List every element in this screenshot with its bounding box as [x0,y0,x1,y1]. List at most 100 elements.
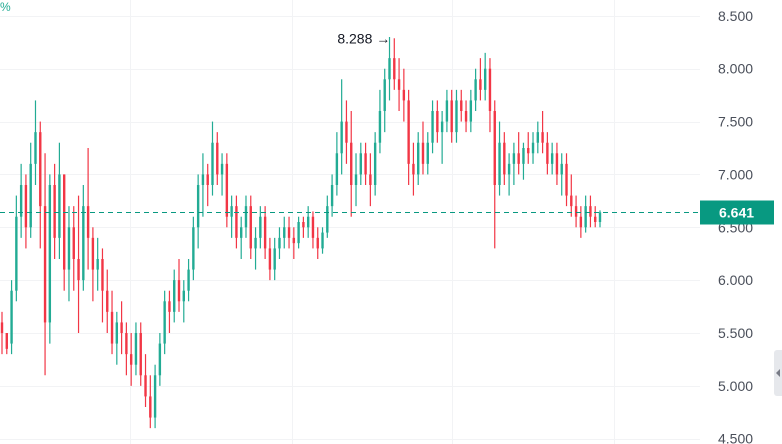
candle [67,206,71,302]
candle [292,227,296,259]
candle [417,132,420,185]
candle [129,333,133,386]
candle [235,195,238,249]
candle [96,237,99,291]
candle [182,280,185,323]
candle [560,153,563,196]
candle [517,132,520,175]
candle [350,111,353,217]
candle [5,333,8,355]
candle [460,89,463,122]
candle [565,153,568,207]
candle [139,322,142,386]
candle-layer [0,37,602,429]
candle [354,153,358,207]
candle [273,237,276,281]
candle [388,37,391,101]
candle [335,132,339,196]
y-tick-label: 4.500 [718,431,753,444]
candle [220,153,224,196]
candle [527,132,530,164]
y-tick-label: 5.000 [718,378,753,394]
candle [369,153,372,207]
candle [340,79,343,175]
candle [311,211,315,249]
candle [570,174,573,217]
candle [321,227,324,254]
candle [479,58,482,101]
candle [302,216,305,238]
candle [192,216,195,281]
candle [436,100,439,143]
candle [455,89,458,143]
candle [469,89,473,133]
y-tick-label: 7.000 [718,166,753,182]
candle [283,216,286,249]
current-price-label: 6.641 [719,205,754,221]
candle [34,100,37,185]
candle [574,195,578,228]
grid-layer [0,0,700,444]
candle [244,195,248,238]
candle [240,216,243,259]
high-annotation: 8.288 → [337,30,390,46]
candle [187,259,190,302]
candle [483,52,487,101]
candle [287,216,291,249]
y-axis: 8.5008.0007.5007.0006.5006.0005.5005.000… [700,8,774,444]
candle [493,100,496,249]
y-tick-label: 6.000 [718,272,753,288]
candle [445,89,449,133]
candle [474,68,477,111]
candle [503,132,506,185]
candle [297,216,300,249]
candle [421,121,425,175]
candle [10,280,13,355]
candle [110,290,114,355]
candle [125,322,128,376]
candle [440,111,444,164]
candle [168,290,171,333]
candle [268,237,272,281]
candle [464,100,468,133]
current-price-badge [700,200,774,225]
candle [259,206,262,249]
chevron-left-icon[interactable] [774,350,782,396]
candle [402,68,406,122]
candle [426,132,429,175]
candle [397,58,401,111]
candle [91,227,95,302]
candle [29,142,32,238]
candle [412,142,415,196]
candle [211,121,214,196]
candle [62,174,66,291]
candle [53,163,56,259]
candle [278,227,281,259]
candle [507,153,511,196]
candle [77,195,80,333]
candle [225,153,229,228]
candle [134,322,138,376]
candle [24,174,28,249]
candle [488,58,492,133]
candle [177,259,181,312]
candle [522,142,525,180]
candle [72,206,75,291]
candle [536,121,540,154]
candle [101,248,104,323]
candle [326,195,329,238]
candle [163,290,166,355]
annotation-layer: 8.288 → [337,30,390,46]
candle [115,311,119,365]
candle [364,142,367,185]
y-tick-label: 7.500 [718,114,753,130]
candle [144,354,147,407]
y-tick-label: 8.000 [718,61,753,77]
candle [201,153,205,217]
candle [153,364,157,429]
candle [378,89,382,154]
candle [498,121,501,196]
candle [15,195,18,302]
candle [249,195,252,259]
